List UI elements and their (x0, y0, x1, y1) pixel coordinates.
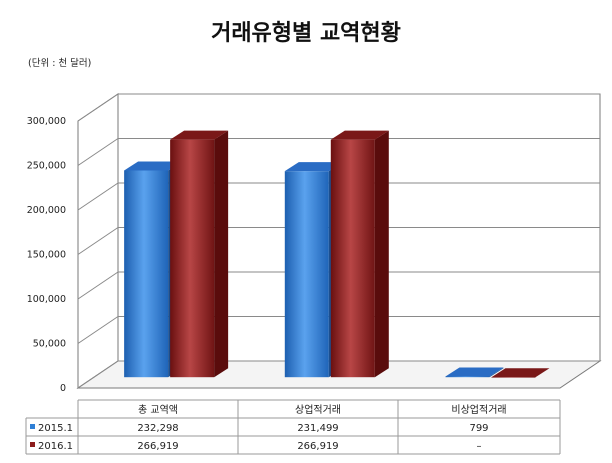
legend-swatch (30, 424, 35, 429)
y-tick-label: 100,000 (27, 294, 66, 305)
gridline-side (77, 182, 119, 211)
gridline-side (77, 360, 119, 389)
data-label: 231,499 (297, 423, 338, 434)
bar-0-1-top (170, 130, 229, 140)
gridline-side (77, 271, 119, 300)
y-tick-label: 300,000 (27, 116, 66, 127)
bar-1-0-top (284, 162, 343, 172)
bar-0-0-top (124, 161, 183, 171)
gridline-side (77, 138, 119, 166)
data-label: 799 (469, 423, 488, 434)
category-label: 상업적거래 (295, 403, 341, 416)
bar-1-1-top (330, 130, 389, 140)
y-tick-label: 250,000 (27, 161, 66, 172)
data-label: – (477, 441, 482, 452)
category-label: 총 교역액 (138, 404, 178, 416)
bar-0-0-front (124, 170, 169, 378)
data-label: 266,919 (297, 441, 338, 452)
y-tick-label: 150,000 (27, 250, 66, 261)
legend-label: 2016.1 (38, 441, 73, 452)
data-label: 232,298 (137, 423, 178, 434)
bar-1-0-front (284, 171, 329, 378)
y-tick-label: 200,000 (27, 205, 66, 216)
gridline-side (77, 316, 119, 344)
data-label: 266,919 (137, 441, 178, 452)
y-tick-label: 50,000 (33, 339, 66, 350)
chart-title: 거래유형별 교역현황 (211, 21, 401, 46)
bar-1-1-front (330, 139, 375, 378)
unit-label: (단위 : 천 달러) (28, 57, 91, 69)
bar-2-0-top (445, 367, 504, 377)
data-table: 총 교역액 상업적거래 비상업적거래 2015.1 232,298 231,499 799 2… (25, 399, 561, 455)
bar-1-1-side (374, 130, 389, 378)
bar-0-1-front (170, 139, 215, 378)
legend-label: 2015.1 (38, 423, 73, 434)
gridline-side (77, 93, 119, 122)
gridline-side (77, 227, 119, 255)
bar-2-1-front (491, 377, 536, 378)
bar-2-0-side (489, 367, 504, 378)
y-tick-label: 0 (60, 383, 66, 394)
legend-swatch (30, 442, 35, 447)
bars-group (124, 130, 550, 378)
category-label: 비상업적거래 (451, 403, 506, 416)
bar-2-1-top (491, 368, 550, 378)
bar-0-1-side (214, 130, 229, 378)
bar-2-0-front (445, 376, 490, 378)
